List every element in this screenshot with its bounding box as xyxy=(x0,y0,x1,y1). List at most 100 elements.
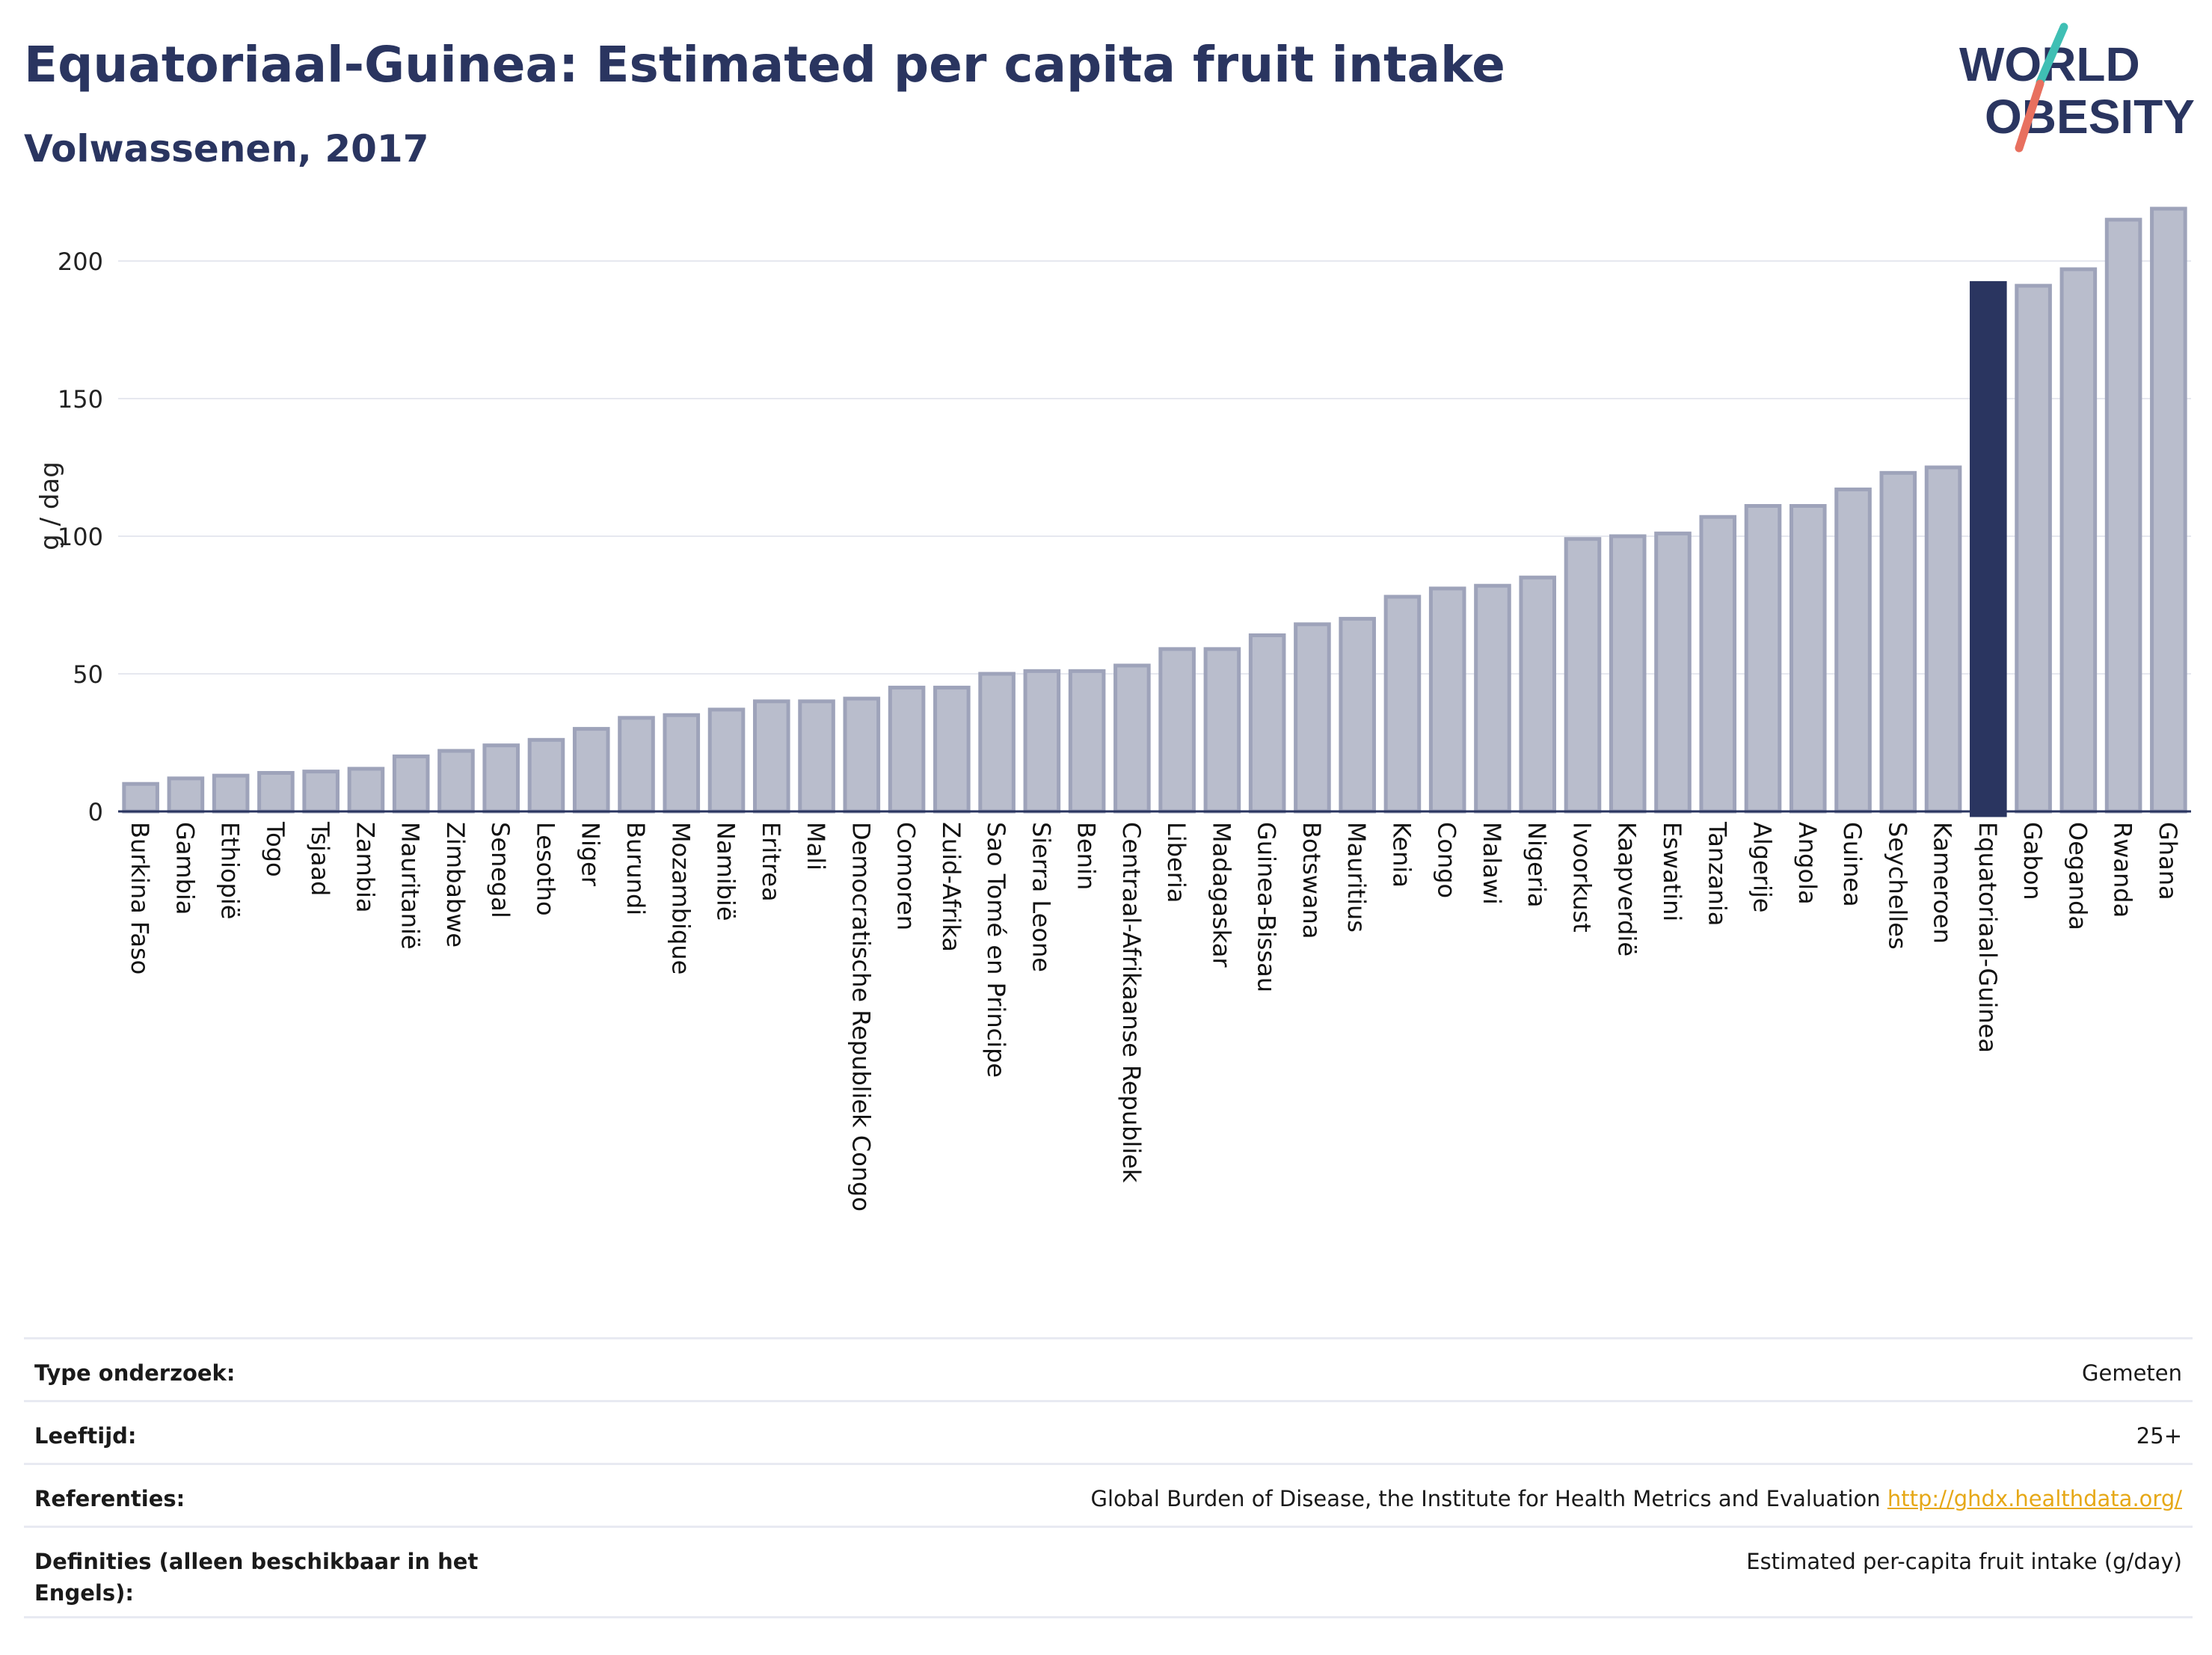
bar-togo xyxy=(257,770,295,814)
x-tick-label: Guinea xyxy=(1838,822,1867,907)
x-tick-label: Equatoriaal-Guinea xyxy=(1973,822,2002,1053)
x-tick-label: Togo xyxy=(261,821,289,877)
x-tick-label: Comoren xyxy=(892,822,921,930)
bar-ghana xyxy=(2150,206,2187,814)
bar-tanzania xyxy=(1699,515,1737,814)
bar-lesotho xyxy=(527,737,565,814)
bar-seychelles xyxy=(1879,470,1917,814)
y-axis-label: g / dag xyxy=(35,461,65,550)
bar-malawi xyxy=(1474,583,1511,814)
info-value-text: Global Burden of Disease, the Institute … xyxy=(1090,1486,1881,1511)
bars xyxy=(122,206,2187,817)
x-tick-label: Tsjaad xyxy=(306,821,334,896)
bar-senegal xyxy=(482,743,520,814)
bar-botswana xyxy=(1294,622,1331,814)
bar-gambia xyxy=(167,776,205,814)
x-tick-label: Mauritanië xyxy=(396,822,425,950)
x-tick-label: Gabon xyxy=(2018,822,2047,900)
reference-link[interactable]: http://ghdx.healthdata.org/ xyxy=(1887,1486,2182,1511)
info-value: Gemeten xyxy=(2082,1357,2182,1389)
y-tick-label: 100 xyxy=(58,523,103,551)
info-value-text: Estimated per-capita fruit intake (g/day… xyxy=(1746,1549,2182,1574)
bar-guinea xyxy=(1834,487,1872,814)
x-tick-label: Ivoorkust xyxy=(1567,822,1596,933)
x-tick-label: Lesotho xyxy=(531,822,559,916)
chart-subtitle: Volwassenen, 2017 xyxy=(24,127,429,171)
bar-burundi xyxy=(618,716,655,814)
bar-burkina-faso xyxy=(122,782,159,814)
y-tick-label: 150 xyxy=(58,385,103,414)
x-tick-label: Mozambique xyxy=(666,822,695,974)
x-tick-label: Eswatini xyxy=(1658,822,1686,921)
bar-tsjaad xyxy=(302,770,340,814)
x-tick-label: Burundi xyxy=(621,822,650,915)
bar-guinea-bissau xyxy=(1248,633,1286,814)
bar-democratische-republiek-congo xyxy=(843,696,881,814)
x-tick-label: Malawi xyxy=(1478,822,1506,905)
bar-nigeria xyxy=(1519,575,1557,814)
x-tick-label: Kaapverdië xyxy=(1613,822,1641,957)
x-tick-label: Mali xyxy=(802,822,830,871)
x-tick-label: Guinea-Bissau xyxy=(1253,822,1281,992)
x-tick-label: Oeganda xyxy=(2063,822,2092,930)
info-table: Type onderzoek: Gemeten Leeftijd: 25+ Refere… xyxy=(24,1337,2193,1618)
x-tick-label: Nigeria xyxy=(1523,822,1551,907)
info-value: Global Burden of Disease, the Institute … xyxy=(1090,1483,2182,1514)
x-tick-label: Benin xyxy=(1072,822,1101,890)
x-tick-label: Algerije xyxy=(1748,822,1777,912)
info-value: Estimated per-capita fruit intake (g/day… xyxy=(1746,1546,2182,1577)
x-tick-label: Democratische Republiek Congo xyxy=(847,822,875,1212)
bar-kameroen xyxy=(1924,465,1962,814)
chart-title: Equatoriaal-Guinea: Estimated per capita… xyxy=(24,36,1505,93)
x-tick-label: Niger xyxy=(577,822,605,887)
info-row: Definities (alleen beschikbaar in het En… xyxy=(24,1526,2193,1618)
bar-mauritani- xyxy=(392,754,430,814)
y-tick-label: 0 xyxy=(88,798,103,826)
bar-zimbabwe xyxy=(437,749,475,814)
bar-centraal-afrikaanse-republiek xyxy=(1113,663,1151,814)
x-tick-label: Seychelles xyxy=(1883,822,1911,950)
bar-gabon xyxy=(2015,283,2052,814)
bar-mauritius xyxy=(1339,616,1376,814)
x-tick-label: Senegal xyxy=(486,822,514,918)
labels: 0 50 100 150 200 g / dag Burkina Faso Gambia Eth… xyxy=(35,248,2182,1212)
bar-mozambique xyxy=(663,713,701,814)
bar-zuid-afrika xyxy=(933,685,971,814)
x-tick-label: Congo xyxy=(1433,822,1461,898)
bar-ethiopi- xyxy=(212,773,250,814)
x-tick-label: Namibië xyxy=(712,822,740,921)
bar-rwanda xyxy=(2104,218,2142,814)
info-label: Type onderzoek: xyxy=(34,1360,236,1386)
info-value-text: Gemeten xyxy=(2082,1360,2182,1386)
info-row: Leeftijd: 25+ xyxy=(24,1400,2193,1463)
x-tick-label: Rwanda xyxy=(2109,822,2137,918)
logo-slash-red xyxy=(2015,79,2044,153)
info-label: Leeftijd: xyxy=(34,1423,137,1449)
x-tick-label: Zambia xyxy=(351,822,379,913)
x-tick-label: Madagaskar xyxy=(1207,822,1235,968)
bar-benin xyxy=(1068,669,1106,814)
x-tick-label: Sao Tomé en Principe xyxy=(982,822,1010,1078)
bar-algerije xyxy=(1744,504,1782,814)
bar-niger xyxy=(572,727,610,814)
logo-slash-teal xyxy=(2036,22,2068,87)
bar-angola xyxy=(1789,504,1827,814)
x-tick-label: Liberia xyxy=(1162,822,1191,903)
bar-equatoriaal-guinea xyxy=(1970,280,2007,817)
bar-ivoorkust xyxy=(1564,537,1602,814)
bar-kenia xyxy=(1383,595,1422,814)
x-tick-label: Ethiopië xyxy=(216,822,245,919)
bar-madagaskar xyxy=(1203,647,1241,814)
info-value-text: 25+ xyxy=(2136,1423,2182,1449)
bar-comoren xyxy=(888,685,926,814)
x-tick-label: Botswana xyxy=(1297,822,1326,939)
x-tick-label: Tanzania xyxy=(1703,821,1731,926)
info-row: Referenties: Global Burden of Disease, th… xyxy=(24,1463,2193,1526)
bar-sao-tom-en-principe xyxy=(978,672,1016,814)
y-tick-label: 200 xyxy=(58,248,103,276)
x-tick-label: Eritrea xyxy=(757,822,785,902)
info-row: Type onderzoek: Gemeten xyxy=(24,1337,2193,1400)
y-tick-label: 50 xyxy=(73,660,103,689)
bar-eritrea xyxy=(752,699,790,814)
x-tick-label: Kameroen xyxy=(1929,822,1957,944)
